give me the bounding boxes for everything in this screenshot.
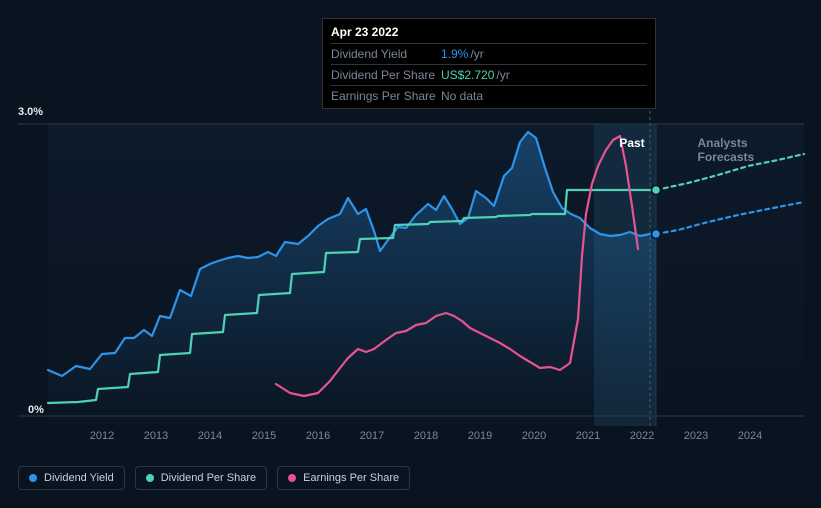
tooltip-value: No data (441, 89, 483, 103)
legend-label: Dividend Yield (44, 472, 114, 484)
tooltip-label: Earnings Per Share (331, 89, 441, 103)
era-forecast-label: Analysts Forecasts (698, 136, 769, 164)
era-past-label: Past (619, 136, 644, 150)
tooltip-value: 1.9% (441, 47, 468, 61)
tooltip-label: Dividend Yield (331, 47, 441, 61)
legend-label: Dividend Per Share (161, 472, 256, 484)
legend-item-dividend-yield[interactable]: Dividend Yield (18, 466, 125, 490)
x-axis-label: 2019 (468, 430, 492, 442)
x-axis-label: 2022 (630, 430, 654, 442)
timeseries-chart[interactable]: 3.0% 0% 20122013201420152016201720182019… (18, 106, 804, 426)
tooltip-date: Apr 23 2022 (331, 25, 647, 43)
legend-dot (288, 474, 296, 482)
tooltip-unit: /yr (470, 47, 483, 61)
tooltip-value: US$2.720 (441, 68, 494, 82)
x-axis-label: 2017 (360, 430, 384, 442)
legend-item-dividend-per-share[interactable]: Dividend Per Share (135, 466, 267, 490)
tooltip-label: Dividend Per Share (331, 68, 441, 82)
legend-item-earnings-per-share[interactable]: Earnings Per Share (277, 466, 410, 490)
tooltip-unit: /yr (496, 68, 509, 82)
x-axis-label: 2015 (252, 430, 276, 442)
x-axis-label: 2021 (576, 430, 600, 442)
x-axis-label: 2016 (306, 430, 330, 442)
x-axis-label: 2024 (738, 430, 762, 442)
tooltip-row: Dividend Per Share US$2.720 /yr (331, 64, 647, 85)
chart-tooltip: Apr 23 2022 Dividend Yield 1.9% /yr Divi… (322, 18, 656, 109)
x-axis-label: 2012 (90, 430, 114, 442)
chart-legend: Dividend Yield Dividend Per Share Earnin… (18, 466, 410, 490)
legend-dot (146, 474, 154, 482)
x-axis-label: 2013 (144, 430, 168, 442)
tooltip-row: Earnings Per Share No data (331, 85, 647, 106)
x-axis-label: 2014 (198, 430, 222, 442)
x-axis-label: 2023 (684, 430, 708, 442)
tooltip-row: Dividend Yield 1.9% /yr (331, 43, 647, 64)
legend-label: Earnings Per Share (303, 472, 399, 484)
x-axis-labels: 2012201320142015201620172018201920202021… (18, 106, 804, 426)
legend-dot (29, 474, 37, 482)
x-axis-label: 2018 (414, 430, 438, 442)
x-axis-label: 2020 (522, 430, 546, 442)
